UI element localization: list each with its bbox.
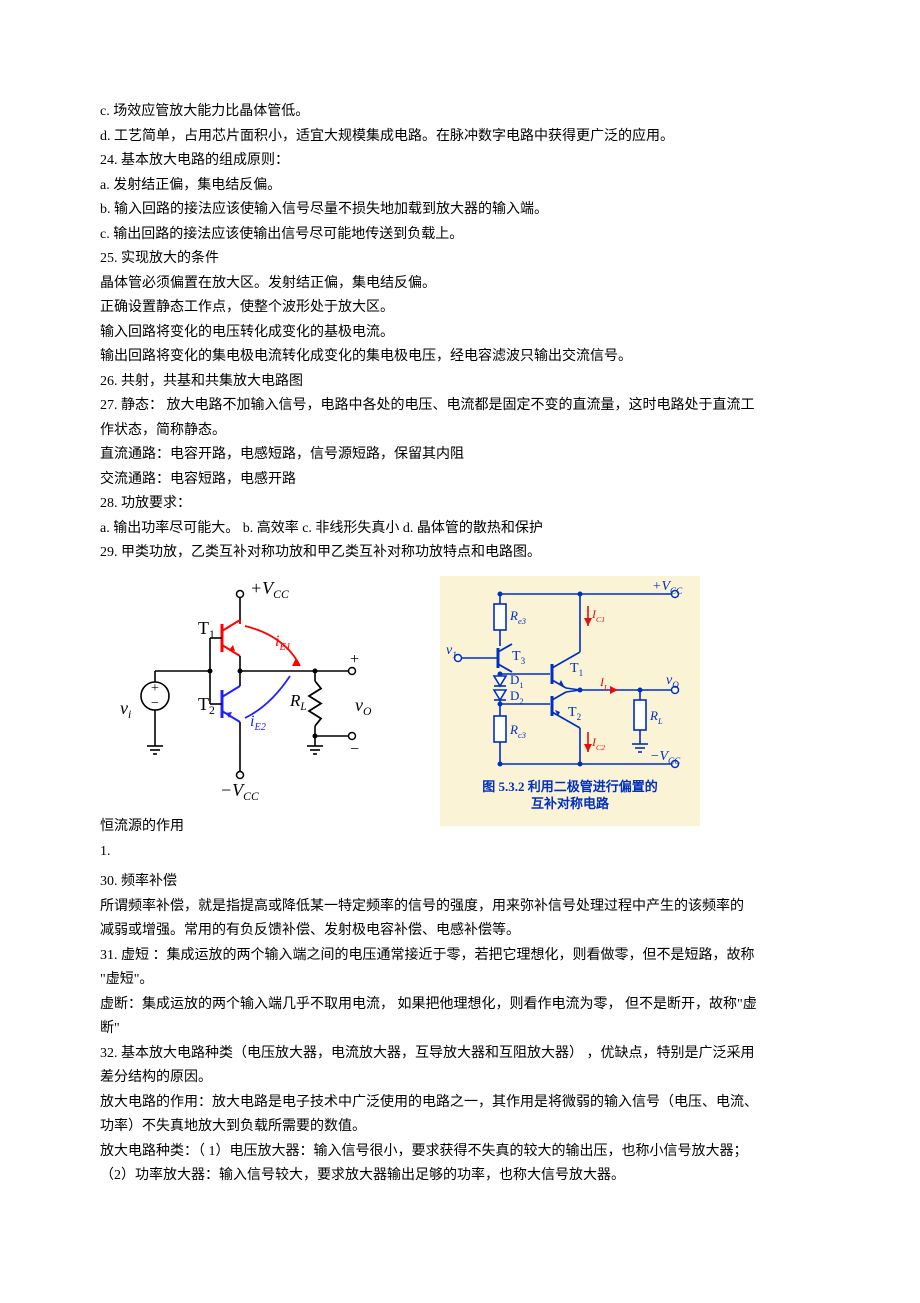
text-line: 差分结构的原因。 xyxy=(100,1066,820,1091)
text-line: 断" xyxy=(100,1017,820,1042)
text-line: 31. 虚短 ：集成运放的两个输入端之间的电压通常接近于零，若把它理想化，则看做… xyxy=(100,944,820,969)
text-line: 27. 静态： 放大电路不加输入信号，电路中各处的电压、电流都是固定不变的直流量… xyxy=(100,394,820,419)
text-line: 30. 频率补偿 xyxy=(100,870,820,895)
text-line: 输入回路将变化的电压转化成变化的基极电流。 xyxy=(100,321,820,346)
right-diagram-column: +VCCRe3T3v1D1D2Rc3T1IC1T2IC2ILRLvO−VCC图 … xyxy=(440,576,700,836)
svg-text:图 5.3.2 利用二极管进行偏置的: 图 5.3.2 利用二极管进行偏置的 xyxy=(482,779,658,794)
text-line: 交流通路：电容短路，电感开路 xyxy=(100,468,820,493)
svg-text:iE2: iE2 xyxy=(250,713,266,733)
svg-text:iE1: iE1 xyxy=(275,633,291,653)
circuit-diagrams-row: +VCCT1T2+−viiE1iE2RL+−vO−VCC 恒流源的作用 1. +… xyxy=(100,576,820,865)
text-line: 晶体管必须偏置在放大区。发射结正偏，集电结反偏。 xyxy=(100,272,820,297)
text-line: d. 工艺简单，占用芯片面积小，适宜大规模集成电路。在脉冲数字电路中获得更广泛的… xyxy=(100,125,820,150)
text-line: c. 输出回路的接法应该使输出信号尽可能地传送到负载上。 xyxy=(100,223,820,248)
text-line: 放大电路种类：（ 1）电压放大器：输入信号很小，要求获得不失真的较大的输出压，也… xyxy=(100,1140,820,1165)
text-line: "虚短"。 xyxy=(100,968,820,993)
svg-text:T2: T2 xyxy=(198,694,215,717)
svg-text:vO: vO xyxy=(355,695,372,718)
text-line: 26. 共射，共基和共集放大电路图 xyxy=(100,370,820,395)
text-line: a. 输出功率尽可能大。 b. 高效率 c. 非线形失真小 d. 晶体管的散热和… xyxy=(100,517,820,542)
text-line: 29. 甲类功放，乙类互补对称功放和甲乙类互补对称功放特点和电路图。 xyxy=(100,541,820,566)
text-line: 减弱或增强。常用的有负反馈补偿、发射极电容补偿、电感补偿等。 xyxy=(100,919,820,944)
svg-text:+: + xyxy=(350,651,359,668)
svg-text:vi: vi xyxy=(120,698,131,721)
svg-text:互补对称电路: 互补对称电路 xyxy=(531,796,610,811)
svg-text:−: − xyxy=(350,741,359,758)
text-line: 放大电路的作用：放大电路是电子技术中广泛使用的电路之一，其作用是将微弱的输入信号… xyxy=(100,1091,820,1116)
side-text: 恒流源的作用 xyxy=(100,819,184,834)
diode-biased-circuit-diagram: +VCCRe3T3v1D1D2Rc3T1IC1T2IC2ILRLvO−VCC图 … xyxy=(440,576,700,826)
left-diagram-column: +VCCT1T2+−viiE1iE2RL+−vO−VCC 恒流源的作用 1. xyxy=(100,576,400,865)
svg-text:+: + xyxy=(151,681,159,696)
side-text: 1. xyxy=(100,844,111,859)
svg-text:−VCC: −VCC xyxy=(220,780,259,803)
svg-text:−: − xyxy=(151,696,159,711)
svg-text:+VCC: +VCC xyxy=(250,578,289,601)
text-line: 25. 实现放大的条件 xyxy=(100,247,820,272)
text-line: 虚断：集成运放的两个输入端几乎不取用电流， 如果把他理想化，则看作电流为零， 但… xyxy=(100,993,820,1018)
text-line: c. 场效应管放大能力比晶体管低。 xyxy=(100,100,820,125)
text-line: 所谓频率补偿，就是指提高或降低某一特定频率的信号的强度，用来弥补信号处理过程中产… xyxy=(100,895,820,920)
text-line: 直流通路：电容开路，电感短路，信号源短路，保留其内阻 xyxy=(100,443,820,468)
text-line: b. 输入回路的接法应该使输入信号尽量不损失地加载到放大器的输入端。 xyxy=(100,198,820,223)
text-line: 24. 基本放大电路的组成原则： xyxy=(100,149,820,174)
text-line: 作状态，简称静态。 xyxy=(100,419,820,444)
text-line: 正确设置静态工作点，使整个波形处于放大区。 xyxy=(100,296,820,321)
svg-text:RL: RL xyxy=(289,691,307,713)
text-line: （2）功率放大器：输入信号较大，要求放大器输出足够的功率，也称大信号放大器。 xyxy=(100,1164,820,1189)
text-line: 功率）不失真地放大到负载所需要的数值。 xyxy=(100,1115,820,1140)
push-pull-circuit-diagram: +VCCT1T2+−viiE1iE2RL+−vO−VCC xyxy=(100,576,380,806)
text-line: 输出回路将变化的集电极电流转化成变化的集电极电压，经电容滤波只输出交流信号。 xyxy=(100,345,820,370)
text-line: a. 发射结正偏，集电结反偏。 xyxy=(100,174,820,199)
text-line: 28. 功放要求： xyxy=(100,492,820,517)
text-line: 32. 基本放大电路种类（电压放大器，电流放大器，互导放大器和互阻放大器） ，优… xyxy=(100,1042,820,1067)
